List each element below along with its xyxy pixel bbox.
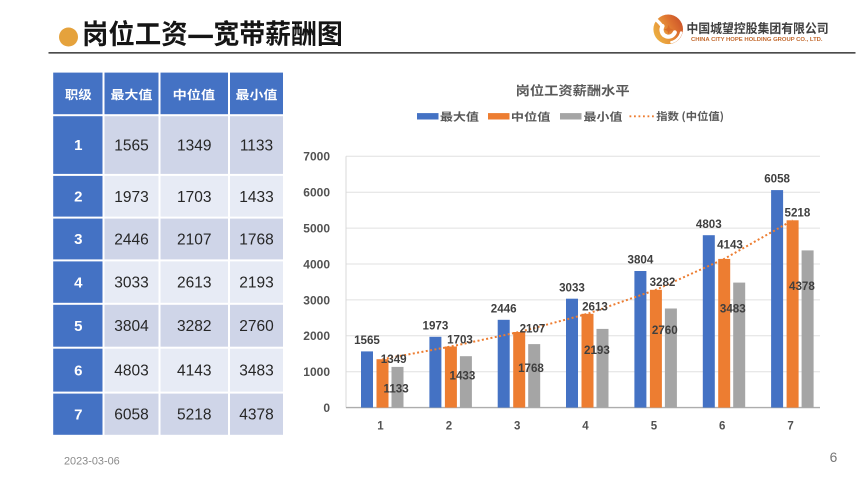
svg-text:5: 5 <box>74 318 82 335</box>
svg-text:7000: 7000 <box>303 150 330 164</box>
svg-text:3483: 3483 <box>720 302 746 315</box>
svg-text:5218: 5218 <box>785 207 811 220</box>
svg-text:1133: 1133 <box>384 383 410 396</box>
svg-text:3: 3 <box>514 421 520 433</box>
svg-text:3804: 3804 <box>114 318 149 335</box>
svg-text:3483: 3483 <box>239 363 273 380</box>
svg-text:4378: 4378 <box>239 407 273 424</box>
svg-text:6000: 6000 <box>303 186 330 200</box>
svg-text:2023-03-06: 2023-03-06 <box>64 456 120 468</box>
svg-text:2107: 2107 <box>177 232 211 249</box>
svg-text:3033: 3033 <box>114 275 148 292</box>
svg-text:3282: 3282 <box>650 276 676 289</box>
svg-text:4143: 4143 <box>177 363 211 380</box>
svg-text:6058: 6058 <box>114 407 148 424</box>
svg-text:3: 3 <box>74 231 82 248</box>
svg-text:6: 6 <box>719 421 725 433</box>
svg-text:7: 7 <box>787 421 793 433</box>
svg-text:5000: 5000 <box>303 222 330 236</box>
svg-text:2193: 2193 <box>584 344 610 357</box>
svg-text:5218: 5218 <box>177 407 211 424</box>
svg-text:1565: 1565 <box>354 334 380 347</box>
svg-text:2760: 2760 <box>652 324 678 337</box>
svg-text:1349: 1349 <box>381 353 407 366</box>
svg-text:2000: 2000 <box>303 329 330 343</box>
svg-text:7: 7 <box>74 406 82 423</box>
svg-text:4143: 4143 <box>717 238 743 251</box>
svg-text:4803: 4803 <box>696 218 722 231</box>
svg-text:1433: 1433 <box>450 370 476 383</box>
svg-text:1349: 1349 <box>177 138 211 155</box>
svg-text:1000: 1000 <box>303 365 330 379</box>
svg-text:1973: 1973 <box>114 189 148 206</box>
svg-text:2760: 2760 <box>239 318 274 335</box>
svg-text:0: 0 <box>323 401 330 415</box>
svg-text:2613: 2613 <box>177 275 211 292</box>
svg-text:2: 2 <box>74 188 82 205</box>
svg-text:6058: 6058 <box>764 173 790 186</box>
svg-text:4803: 4803 <box>114 363 148 380</box>
svg-text:1: 1 <box>74 137 82 154</box>
svg-text:3000: 3000 <box>303 293 330 307</box>
svg-text:1133: 1133 <box>240 138 273 155</box>
svg-text:2446: 2446 <box>491 302 517 315</box>
svg-text:3282: 3282 <box>177 318 211 335</box>
svg-text:4000: 4000 <box>303 257 330 271</box>
svg-text:3033: 3033 <box>559 281 585 294</box>
svg-text:4: 4 <box>582 421 589 433</box>
svg-text:5: 5 <box>651 421 658 433</box>
svg-text:2193: 2193 <box>239 275 273 292</box>
svg-text:1433: 1433 <box>239 189 273 206</box>
svg-text:2613: 2613 <box>582 301 608 314</box>
svg-text:2: 2 <box>446 421 452 433</box>
svg-text:3804: 3804 <box>628 254 654 267</box>
svg-text:6: 6 <box>830 450 838 465</box>
svg-text:4378: 4378 <box>789 280 815 293</box>
svg-text:1973: 1973 <box>423 319 449 332</box>
svg-text:1703: 1703 <box>447 333 473 346</box>
svg-text:1565: 1565 <box>114 138 148 155</box>
svg-text:1703: 1703 <box>177 189 211 206</box>
svg-text:6: 6 <box>74 362 82 379</box>
svg-text:4: 4 <box>74 274 83 291</box>
svg-text:CHINA CITY HOPE HOLDING GROUP: CHINA CITY HOPE HOLDING GROUP CO., LTD. <box>691 37 823 43</box>
svg-text:1: 1 <box>377 421 384 433</box>
svg-text:2446: 2446 <box>114 232 148 249</box>
svg-text:1768: 1768 <box>518 362 544 375</box>
svg-text:2107: 2107 <box>520 323 546 336</box>
svg-text:1768: 1768 <box>239 232 273 249</box>
